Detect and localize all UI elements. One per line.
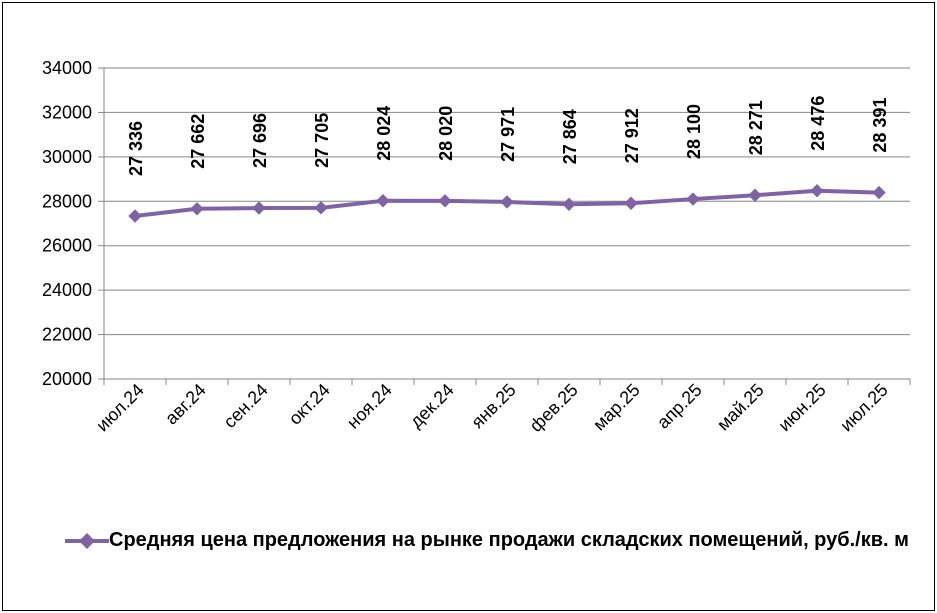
data-point-marker <box>376 194 390 208</box>
x-tick-label: мар.25 <box>589 380 644 435</box>
legend-marker-icon <box>65 533 109 549</box>
data-label: 27 696 <box>250 113 270 168</box>
x-tick-label: сен.24 <box>220 380 272 432</box>
y-tick-labels: 20000 22000 24000 26000 28000 30000 32000 34000 <box>42 58 92 389</box>
data-point-marker <box>810 184 824 198</box>
x-tick-label: апр.25 <box>653 380 706 433</box>
data-point-marker <box>128 209 142 223</box>
data-point-marker <box>562 197 576 212</box>
data-point-marker <box>314 201 328 215</box>
y-tick-label: 22000 <box>42 325 92 345</box>
series <box>128 184 886 223</box>
data-label: 27 971 <box>498 107 518 162</box>
data-label: 28 020 <box>436 106 456 161</box>
x-tick-label: фев.25 <box>526 380 582 436</box>
data-label: 27 705 <box>312 113 332 168</box>
data-label: 28 391 <box>870 98 890 153</box>
legend-label: Средняя цена предложения на рынке продаж… <box>109 529 909 551</box>
x-tick-label: июл.24 <box>92 380 148 436</box>
y-tick-label: 34000 <box>42 58 92 78</box>
data-point-marker <box>500 195 514 209</box>
y-tick-label: 20000 <box>42 369 92 389</box>
gridlines <box>104 67 910 336</box>
data-label: 27 336 <box>126 121 146 176</box>
data-label: 27 912 <box>622 108 642 163</box>
x-tick-label: авг.24 <box>161 380 210 429</box>
data-label: 27 662 <box>188 114 208 169</box>
data-point-marker <box>748 188 762 202</box>
y-tick-label: 28000 <box>42 191 92 211</box>
data-label: 27 864 <box>560 109 580 164</box>
x-tick-label: янв.25 <box>467 380 520 433</box>
x-tick-labels: июл.24 авг.24 сен.24 окт.24 ноя.24 дек.24 янв.… <box>92 380 892 436</box>
data-point-marker <box>190 202 204 216</box>
data-labels: 27 336 27 662 27 696 27 705 28 024 28 020 27 9… <box>126 96 890 176</box>
y-tick-label: 26000 <box>42 236 92 256</box>
axes <box>98 67 911 385</box>
line-chart: 20000 22000 24000 26000 28000 30000 32000 34000… <box>42 58 911 436</box>
x-tick-label: дек.24 <box>406 380 458 432</box>
y-tick-label: 30000 <box>42 147 92 167</box>
x-tick-label: май.25 <box>713 380 768 435</box>
data-point-marker <box>438 194 452 208</box>
data-point-marker <box>686 192 700 206</box>
x-tick-label: июн.25 <box>774 380 830 436</box>
data-label: 28 476 <box>808 96 828 151</box>
x-tick-label: июл.25 <box>836 380 892 436</box>
data-label: 28 100 <box>684 104 704 159</box>
x-tick-label: ноя.24 <box>343 380 396 433</box>
data-label: 28 271 <box>746 100 766 155</box>
data-label: 28 024 <box>374 106 394 161</box>
data-point-marker <box>624 196 638 210</box>
y-tick-label: 32000 <box>42 102 92 122</box>
x-tick-label: окт.24 <box>285 380 334 429</box>
data-point-marker <box>872 185 886 200</box>
y-tick-label: 24000 <box>42 280 92 300</box>
data-point-marker <box>252 201 266 215</box>
